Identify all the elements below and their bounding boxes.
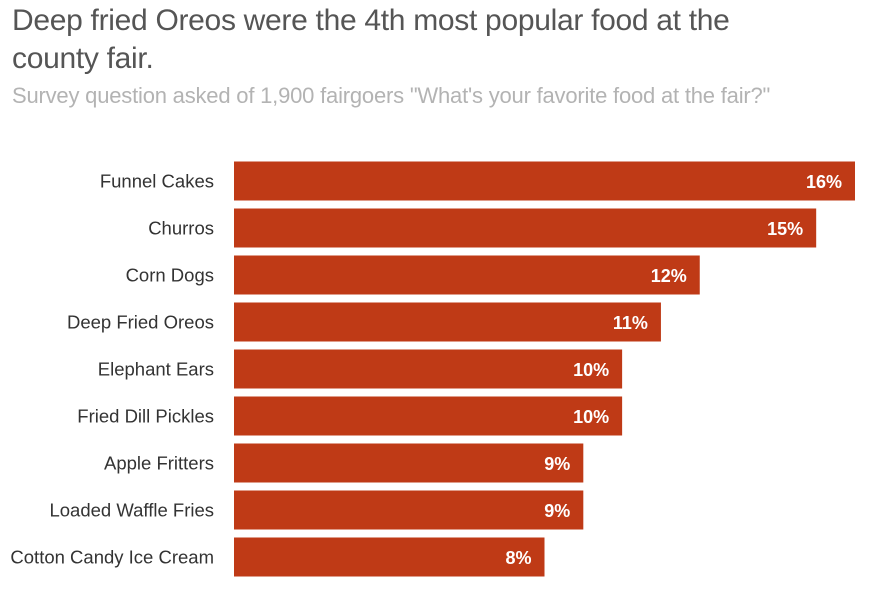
value-label: 12% <box>651 266 687 286</box>
bar <box>234 208 817 248</box>
value-label: 9% <box>544 501 570 521</box>
bar <box>234 490 584 530</box>
category-label: Funnel Cakes <box>100 171 214 192</box>
category-label: Loaded Waffle Fries <box>49 500 214 521</box>
value-label: 9% <box>544 454 570 474</box>
chart-subtitle: Survey question asked of 1,900 fairgoers… <box>12 83 771 108</box>
value-label: 10% <box>573 407 609 427</box>
bar <box>234 396 623 436</box>
value-label: 11% <box>613 313 648 333</box>
category-label: Apple Fritters <box>104 453 214 474</box>
value-label: 10% <box>573 360 609 380</box>
category-label: Deep Fried Oreos <box>67 312 214 333</box>
bar <box>234 537 545 577</box>
bar <box>234 443 584 483</box>
category-label: Fried Dill Pickles <box>77 406 214 427</box>
category-label: Cotton Candy Ice Cream <box>10 547 214 568</box>
chart-title: Deep fried Oreos were the 4th most popul… <box>12 4 730 75</box>
bar <box>234 302 661 342</box>
bar <box>234 255 700 295</box>
category-label: Elephant Ears <box>98 359 214 380</box>
value-label: 16% <box>806 172 842 192</box>
value-label: 8% <box>505 548 531 568</box>
bar <box>234 349 623 389</box>
value-label: 15% <box>767 219 803 239</box>
category-label: Corn Dogs <box>126 265 214 286</box>
category-label: Churros <box>148 218 214 239</box>
bar <box>234 161 855 201</box>
